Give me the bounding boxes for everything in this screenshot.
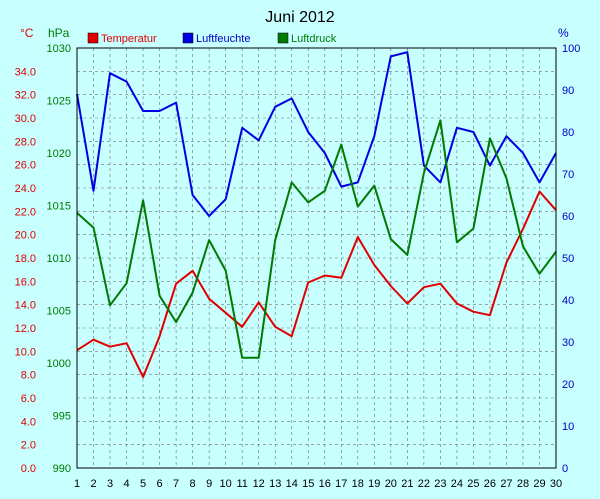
x-tick-label: 30 (550, 478, 562, 490)
x-tick-label: 4 (123, 478, 129, 490)
x-tick-label: 13 (269, 478, 281, 490)
series-lines (76, 51, 557, 378)
temp-tick-label: 20.0 (15, 230, 36, 242)
x-tick-label: 6 (157, 478, 163, 490)
humidity-axis: 0 10 20 30 40 50 60 70 80 90 100 (562, 43, 580, 475)
x-tick-label: 21 (401, 478, 413, 490)
x-tick-label: 28 (517, 478, 529, 490)
x-tick-label: 20 (385, 478, 397, 490)
humidity-tick-label: 10 (562, 421, 574, 433)
pressure-tick-label: 1000 (47, 358, 71, 370)
series-line-luftdruck (76, 119, 557, 359)
temp-tick-label: 18.0 (15, 253, 36, 265)
temp-tick-label: 32.0 (15, 90, 36, 102)
x-tick-label: 26 (484, 478, 496, 490)
humidity-tick-label: 80 (562, 127, 574, 139)
x-tick-label: 22 (418, 478, 430, 490)
x-tick-label: 11 (236, 478, 247, 490)
humidity-tick-label: 40 (562, 295, 574, 307)
legend-swatch-luftdruck (277, 32, 289, 44)
x-tick-label: 17 (335, 478, 347, 490)
humidity-tick-label: 20 (562, 379, 574, 391)
temp-tick-label: 10.0 (15, 346, 36, 358)
x-tick-label: 29 (533, 478, 545, 490)
humidity-tick-label: 70 (562, 169, 574, 181)
x-tick-label: 1 (74, 478, 80, 490)
unit-label-hpa: hPa (48, 26, 70, 40)
legend-label-luftfeuchte: Luftfeuchte (196, 33, 250, 45)
x-tick-label: 10 (220, 478, 232, 490)
temperature-axis: 0.0 2.0 4.0 6.0 8.0 10.0 12.0 14.0 16.0 18.0 20.0 2… (15, 66, 36, 475)
pressure-tick-label: 1020 (47, 148, 71, 160)
temp-tick-label: 28.0 (15, 136, 36, 148)
x-tick-label: 5 (140, 478, 146, 490)
temp-tick-label: 26.0 (15, 160, 36, 172)
temp-tick-label: 12.0 (15, 323, 36, 335)
x-tick-label: 19 (368, 478, 380, 490)
pressure-tick-label: 1015 (47, 201, 71, 213)
temp-tick-label: 6.0 (21, 393, 36, 405)
x-tick-label: 14 (286, 478, 298, 490)
x-tick-label: 23 (434, 478, 446, 490)
temp-tick-label: 2.0 (21, 440, 36, 452)
x-tick-label: 7 (173, 478, 179, 490)
x-tick-label: 27 (500, 478, 512, 490)
pressure-tick-label: 1010 (47, 253, 71, 265)
temp-tick-label: 8.0 (21, 370, 36, 382)
humidity-tick-label: 90 (562, 85, 574, 97)
legend-swatch-temperatur (87, 32, 99, 44)
x-tick-label: 8 (190, 478, 196, 490)
legend-swatch-luftfeuchte (182, 32, 194, 44)
temp-tick-label: 30.0 (15, 113, 36, 125)
pressure-tick-label: 1025 (47, 96, 71, 108)
temp-tick-label: 0.0 (21, 463, 36, 475)
temp-tick-label: 16.0 (15, 276, 36, 288)
pressure-axis: 990 995 1000 1005 1010 1015 1020 1025 1030 (47, 43, 71, 475)
humidity-tick-label: 30 (562, 337, 574, 349)
legend: Temperatur Luftfeuchte Luftdruck (87, 32, 337, 45)
x-tick-label: 2 (90, 478, 96, 490)
pressure-tick-label: 995 (53, 411, 71, 423)
x-tick-label: 15 (302, 478, 314, 490)
humidity-tick-label: 50 (562, 253, 574, 265)
temp-tick-label: 22.0 (15, 206, 36, 218)
plot-frame (76, 47, 557, 469)
x-tick-label: 9 (206, 478, 212, 490)
temp-tick-label: 14.0 (15, 300, 36, 312)
x-tick-label: 12 (253, 478, 265, 490)
x-tick-label: 24 (451, 478, 463, 490)
temp-tick-label: 4.0 (21, 416, 36, 428)
x-tick-label: 18 (352, 478, 364, 490)
series-line-temperatur (76, 190, 557, 378)
x-tick-label: 25 (467, 478, 479, 490)
temp-tick-label: 24.0 (15, 183, 36, 195)
humidity-tick-label: 60 (562, 211, 574, 223)
chart-title: Juni 2012 (265, 9, 334, 26)
pressure-tick-label: 990 (53, 463, 71, 475)
x-tick-label: 3 (107, 478, 113, 490)
unit-label-percent: % (558, 26, 569, 40)
legend-label-temperatur: Temperatur (101, 33, 157, 45)
pressure-tick-label: 1005 (47, 306, 71, 318)
legend-label-luftdruck: Luftdruck (291, 33, 337, 45)
temp-tick-label: 34.0 (15, 66, 36, 78)
humidity-tick-label: 100 (562, 43, 580, 55)
x-tick-label: 16 (319, 478, 331, 490)
grid-lines (77, 48, 556, 468)
series-line-luftfeuchte (76, 51, 557, 217)
humidity-tick-label: 0 (562, 463, 568, 475)
pressure-tick-label: 1030 (47, 43, 71, 55)
unit-label-celsius: °C (20, 26, 34, 40)
x-axis: 1 2 3 4 5 6 7 8 9 10 11 12 13 14 15 16 17 18 19 20 21 22 23 24 2… (74, 478, 562, 490)
